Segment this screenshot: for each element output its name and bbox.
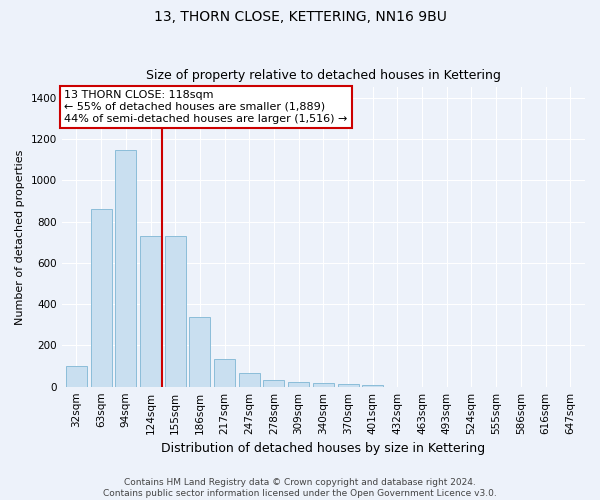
Bar: [288, 382, 309, 386]
Bar: [91, 209, 112, 386]
Bar: [362, 384, 383, 386]
Bar: [214, 359, 235, 386]
Text: Contains HM Land Registry data © Crown copyright and database right 2024.
Contai: Contains HM Land Registry data © Crown c…: [103, 478, 497, 498]
Y-axis label: Number of detached properties: Number of detached properties: [15, 150, 25, 324]
Title: Size of property relative to detached houses in Kettering: Size of property relative to detached ho…: [146, 69, 501, 82]
Bar: [190, 317, 211, 386]
Bar: [313, 383, 334, 386]
X-axis label: Distribution of detached houses by size in Kettering: Distribution of detached houses by size …: [161, 442, 485, 455]
Bar: [66, 366, 87, 386]
Bar: [338, 384, 359, 386]
Bar: [263, 380, 284, 386]
Text: 13 THORN CLOSE: 118sqm
← 55% of detached houses are smaller (1,889)
44% of semi-: 13 THORN CLOSE: 118sqm ← 55% of detached…: [64, 90, 347, 124]
Bar: [239, 372, 260, 386]
Text: 13, THORN CLOSE, KETTERING, NN16 9BU: 13, THORN CLOSE, KETTERING, NN16 9BU: [154, 10, 446, 24]
Bar: [140, 236, 161, 386]
Bar: [115, 150, 136, 386]
Bar: [165, 236, 186, 386]
